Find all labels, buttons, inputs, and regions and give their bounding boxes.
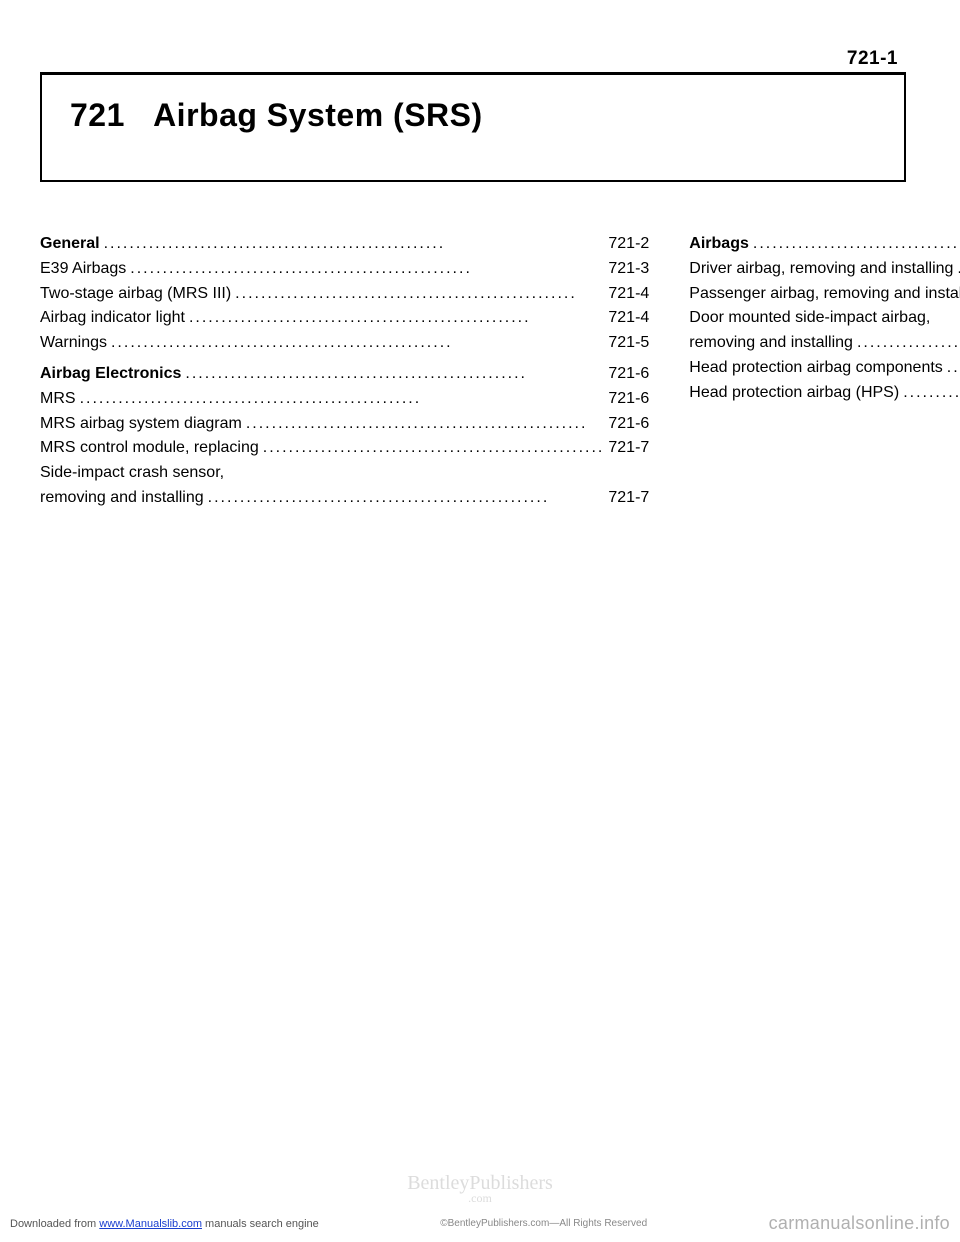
toc-dots bbox=[126, 257, 608, 282]
toc-dots bbox=[231, 282, 608, 307]
toc-label: Head protection airbag (HPS) bbox=[689, 381, 899, 406]
watermark-sub: .com bbox=[0, 1191, 960, 1206]
toc-entry: MRS control module, replacing 721-7 bbox=[40, 436, 649, 461]
toc-label: General bbox=[40, 232, 100, 257]
chapter-title: 721 Airbag System (SRS) bbox=[70, 97, 876, 134]
toc-entry: MRS 721-6 bbox=[40, 387, 649, 412]
toc-entry: Airbag indicator light 721-4 bbox=[40, 306, 649, 331]
chapter-name: Airbag System (SRS) bbox=[153, 97, 483, 133]
toc-page: 721-6 bbox=[608, 412, 649, 437]
toc-dots bbox=[181, 362, 608, 387]
footer-center: ©BentleyPublishers.com—All Rights Reserv… bbox=[319, 1218, 769, 1229]
toc-label: removing and installing bbox=[40, 486, 204, 511]
footer-right: carmanualsonline.info bbox=[769, 1213, 950, 1234]
toc-dots bbox=[76, 387, 609, 412]
toc-label: E39 Airbags bbox=[40, 257, 126, 282]
toc-dots bbox=[242, 412, 609, 437]
toc-label: Two-stage airbag (MRS III) bbox=[40, 282, 231, 307]
toc-page: 721-7 bbox=[608, 436, 649, 461]
toc-label: MRS control module, replacing bbox=[40, 436, 259, 461]
watermark-text: BentleyPublishers bbox=[0, 1172, 960, 1195]
page-number: 721-1 bbox=[40, 48, 906, 70]
toc-dots bbox=[204, 486, 609, 511]
toc-label: Warnings bbox=[40, 331, 107, 356]
footer-left-suffix: manuals search engine bbox=[202, 1218, 319, 1230]
toc-dots bbox=[185, 306, 608, 331]
toc-page: 721-5 bbox=[608, 331, 649, 356]
toc-page: 721-7 bbox=[608, 486, 649, 511]
toc-left-column: General721-2E39 Airbags721-3Two-stage ai… bbox=[40, 232, 649, 511]
toc-page: 721-4 bbox=[608, 306, 649, 331]
toc-page: 721-6 bbox=[608, 362, 649, 387]
footer-left-prefix: Downloaded from bbox=[10, 1218, 99, 1230]
toc-dots bbox=[853, 331, 960, 356]
toc-dots bbox=[107, 331, 608, 356]
footer-link[interactable]: www.Manualslib.com bbox=[99, 1218, 202, 1230]
toc-entry: Two-stage airbag (MRS III) 721-4 bbox=[40, 282, 649, 307]
toc-dots bbox=[943, 356, 960, 381]
toc-dots bbox=[899, 381, 960, 406]
toc-entry: removing and installing721-10 bbox=[689, 331, 960, 356]
toc-entry: MRS airbag system diagram 721-6 bbox=[40, 412, 649, 437]
toc-entry: Side-impact crash sensor, bbox=[40, 461, 649, 486]
toc-page: 721-6 bbox=[608, 387, 649, 412]
toc-page: 721-4 bbox=[608, 282, 649, 307]
toc-entry: Head protection airbag (HPS)721-12 bbox=[689, 381, 960, 406]
toc-entry: Passenger airbag, removing and installin… bbox=[689, 282, 960, 307]
toc-right-column: Airbags721-8Driver airbag, removing and … bbox=[689, 232, 960, 511]
toc-label: Airbags bbox=[689, 232, 749, 257]
toc-label: Airbag Electronics bbox=[40, 362, 181, 387]
toc-label: Driver airbag, removing and installing bbox=[689, 257, 953, 282]
toc-entry: Door mounted side-impact airbag, bbox=[689, 306, 960, 331]
toc-entry: Airbag Electronics 721-6 bbox=[40, 362, 649, 387]
toc-dots bbox=[953, 257, 960, 282]
toc-entry: Driver airbag, removing and installing72… bbox=[689, 257, 960, 282]
toc-dots bbox=[749, 232, 960, 257]
toc-entry: General 721-2 bbox=[40, 232, 649, 257]
toc-dots bbox=[100, 232, 609, 257]
toc-page: 721-3 bbox=[608, 257, 649, 282]
toc-page: 721-2 bbox=[608, 232, 649, 257]
toc-dots bbox=[259, 436, 609, 461]
toc-label: Head protection airbag components bbox=[689, 356, 943, 381]
footer-left: Downloaded from www.Manualslib.com manua… bbox=[10, 1218, 319, 1230]
toc-entry: Warnings 721-5 bbox=[40, 331, 649, 356]
toc-label: MRS bbox=[40, 387, 76, 412]
toc-label: removing and installing bbox=[689, 331, 853, 356]
toc-label: Door mounted side-impact airbag, bbox=[689, 306, 930, 331]
toc-label: Airbag indicator light bbox=[40, 306, 185, 331]
chapter-number: 721 bbox=[70, 97, 125, 133]
watermark: BentleyPublishers .com bbox=[0, 1172, 960, 1206]
chapter-title-box: 721 Airbag System (SRS) bbox=[40, 73, 906, 182]
page-footer: Downloaded from www.Manualslib.com manua… bbox=[0, 1213, 960, 1234]
table-of-contents: General721-2E39 Airbags721-3Two-stage ai… bbox=[40, 232, 906, 511]
toc-label: Side-impact crash sensor, bbox=[40, 461, 224, 486]
toc-label: MRS airbag system diagram bbox=[40, 412, 242, 437]
toc-entry: Airbags721-8 bbox=[689, 232, 960, 257]
toc-entry: Head protection airbag components721-11 bbox=[689, 356, 960, 381]
toc-entry: removing and installing 721-7 bbox=[40, 486, 649, 511]
toc-entry: E39 Airbags 721-3 bbox=[40, 257, 649, 282]
toc-label: Passenger airbag, removing and installin… bbox=[689, 282, 960, 307]
